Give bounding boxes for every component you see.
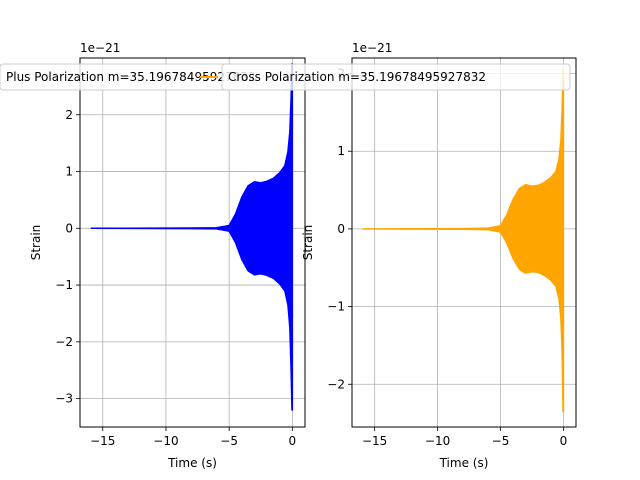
legend-label: Cross Polarization m=35.19678495927832 — [228, 70, 486, 84]
x-tick-label: −5 — [492, 434, 510, 448]
x-tick-label: −15 — [90, 434, 115, 448]
x-tick-label: −10 — [425, 434, 450, 448]
x-tick-label: 0 — [560, 434, 568, 448]
cross-strain-series — [362, 68, 565, 413]
y-axis-label: Strain — [301, 225, 315, 261]
y-tick-label: −1 — [55, 278, 73, 292]
y-offset-text: 1e−21 — [80, 41, 120, 55]
y-tick-label: 0 — [65, 221, 73, 235]
y-tick-label: 2 — [65, 108, 73, 122]
axes-frame — [79, 57, 306, 428]
x-tick-label: −5 — [220, 434, 238, 448]
x-tick-label: −10 — [153, 434, 178, 448]
x-axis-ticks: −15 −10 −5 0 — [362, 427, 567, 448]
y-axis-label: Strain — [29, 225, 43, 261]
x-tick-label: 0 — [289, 434, 297, 448]
legend-box — [221, 63, 571, 91]
y-tick-label: −2 — [55, 335, 73, 349]
y-offset-text: 1e−21 — [352, 41, 392, 55]
y-tick-label: 1 — [65, 165, 73, 179]
x-tick-label: −15 — [362, 434, 387, 448]
y-tick-label: 0 — [337, 222, 345, 236]
y-tick-label: 1 — [337, 144, 345, 158]
x-axis-label: Time (s) — [167, 456, 217, 470]
plus-legend: Plus Polarization m=35.19678495927832 — [0, 63, 288, 91]
x-axis-label: Time (s) — [439, 456, 489, 470]
axes-frame — [351, 57, 577, 428]
y-axis-ticks: −3 −2 −1 0 1 2 — [55, 108, 80, 406]
cross-legend: Cross Polarization m=35.19678495927832 — [200, 63, 571, 91]
y-tick-label: −3 — [55, 392, 73, 406]
legend-label: Plus Polarization m=35.19678495927832 — [6, 70, 256, 84]
y-tick-label: −1 — [327, 300, 345, 314]
x-axis-ticks: −15 −10 −5 0 — [90, 427, 296, 448]
plus-strain-series — [90, 62, 294, 411]
y-tick-label: −2 — [327, 377, 345, 391]
